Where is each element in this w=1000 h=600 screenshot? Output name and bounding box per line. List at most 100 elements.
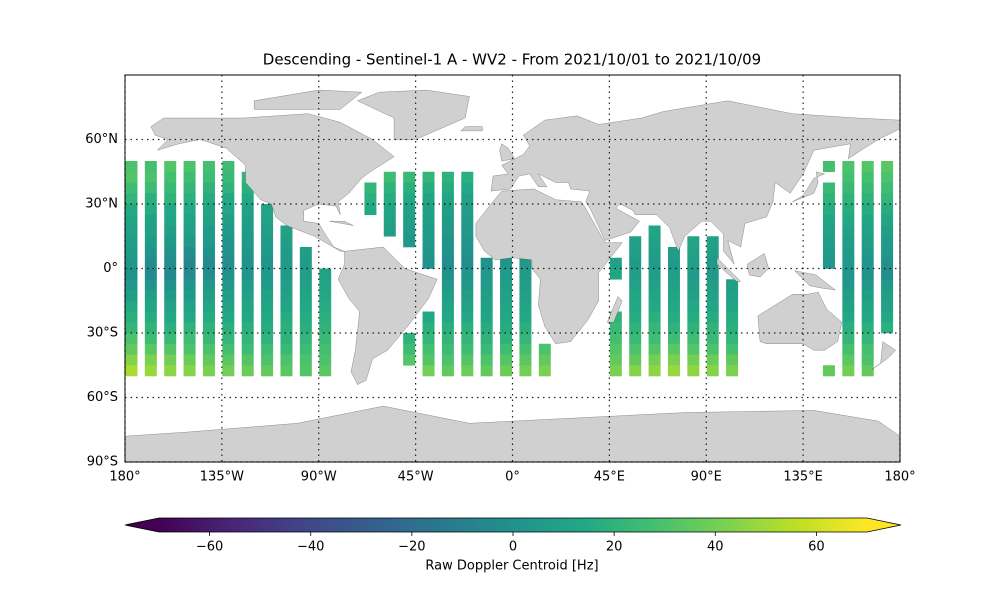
x-tick-label: 45°W (398, 470, 434, 485)
data-cell (842, 322, 855, 334)
data-cell (842, 300, 855, 312)
data-cell (403, 214, 416, 226)
data-cell (861, 182, 874, 194)
data-cell (687, 322, 700, 334)
data-cell (842, 182, 855, 194)
data-cell (422, 214, 435, 226)
data-cell (280, 300, 293, 312)
colorbar-tick-label: −60 (196, 540, 223, 555)
x-tick-label: 90°W (301, 470, 337, 485)
data-cell (706, 247, 719, 259)
data-cell (519, 290, 532, 302)
data-cell (241, 257, 254, 269)
data-cell (144, 247, 157, 259)
data-cell (383, 193, 396, 205)
data-cell (441, 182, 454, 194)
data-cell (648, 225, 661, 237)
data-cell (687, 354, 700, 366)
data-cell (222, 322, 235, 334)
data-cell (648, 247, 661, 259)
data-cell (144, 161, 157, 173)
data-cell (183, 268, 196, 280)
data-cell (480, 365, 493, 377)
data-cell (125, 161, 138, 173)
data-cell (726, 354, 739, 366)
data-cell (164, 236, 177, 248)
data-cell (422, 236, 435, 248)
data-cell (726, 322, 739, 334)
data-cell (726, 290, 739, 302)
colorbar-outline (124, 517, 902, 533)
x-tick-label: 135°E (783, 470, 823, 485)
data-cell (706, 343, 719, 355)
data-cell (280, 354, 293, 366)
data-cell (461, 193, 474, 205)
data-cell (164, 247, 177, 259)
data-cell (667, 365, 680, 377)
data-cell (842, 225, 855, 237)
data-cell (441, 193, 454, 205)
data-cell (881, 279, 894, 291)
data-cell (519, 300, 532, 312)
data-cell (241, 204, 254, 216)
data-cell (183, 247, 196, 259)
chart-title: Descending - Sentinel-1 A - WV2 - From 2… (263, 51, 761, 69)
data-cell (183, 171, 196, 183)
data-cell (144, 204, 157, 216)
data-cell (383, 182, 396, 194)
data-cell (403, 204, 416, 216)
y-tick-label: 30°S (87, 326, 118, 341)
data-cell (480, 343, 493, 355)
data-cell (500, 257, 513, 269)
data-cell (667, 247, 680, 259)
data-cell (299, 257, 312, 269)
data-cell (183, 365, 196, 377)
data-cell (144, 290, 157, 302)
data-cell (441, 279, 454, 291)
data-cell (629, 343, 642, 355)
data-cell (222, 354, 235, 366)
data-cell (125, 300, 138, 312)
data-cell (202, 257, 215, 269)
data-cell (144, 193, 157, 205)
land (125, 90, 900, 462)
data-cell (422, 204, 435, 216)
data-cell (500, 365, 513, 377)
data-cell (241, 322, 254, 334)
data-cell (164, 193, 177, 205)
data-cell (648, 268, 661, 280)
data-cell (609, 268, 622, 280)
data-cell (299, 354, 312, 366)
data-cell (480, 290, 493, 302)
data-cell (441, 171, 454, 183)
data-cell (383, 171, 396, 183)
data-cell (364, 182, 377, 194)
data-cell (261, 333, 274, 345)
data-cell (648, 311, 661, 323)
data-cell (125, 322, 138, 334)
data-cell (519, 354, 532, 366)
data-cell (299, 343, 312, 355)
data-cell (861, 161, 874, 173)
data-cell (461, 354, 474, 366)
data-cell (422, 193, 435, 205)
data-cell (842, 161, 855, 173)
data-cell (422, 354, 435, 366)
data-cell (842, 193, 855, 205)
data-cell (222, 247, 235, 259)
data-cell (299, 300, 312, 312)
data-cell (706, 300, 719, 312)
data-cell (261, 343, 274, 355)
data-cell (319, 365, 332, 377)
data-cell (261, 214, 274, 226)
data-cell (461, 365, 474, 377)
data-cell (881, 171, 894, 183)
data-cell (125, 193, 138, 205)
data-cell (222, 225, 235, 237)
y-tick-label: 90°S (87, 455, 118, 470)
data-cell (822, 236, 835, 248)
colorbar-tick-label: 20 (606, 540, 623, 555)
colorbar-tick-label: 60 (808, 540, 825, 555)
